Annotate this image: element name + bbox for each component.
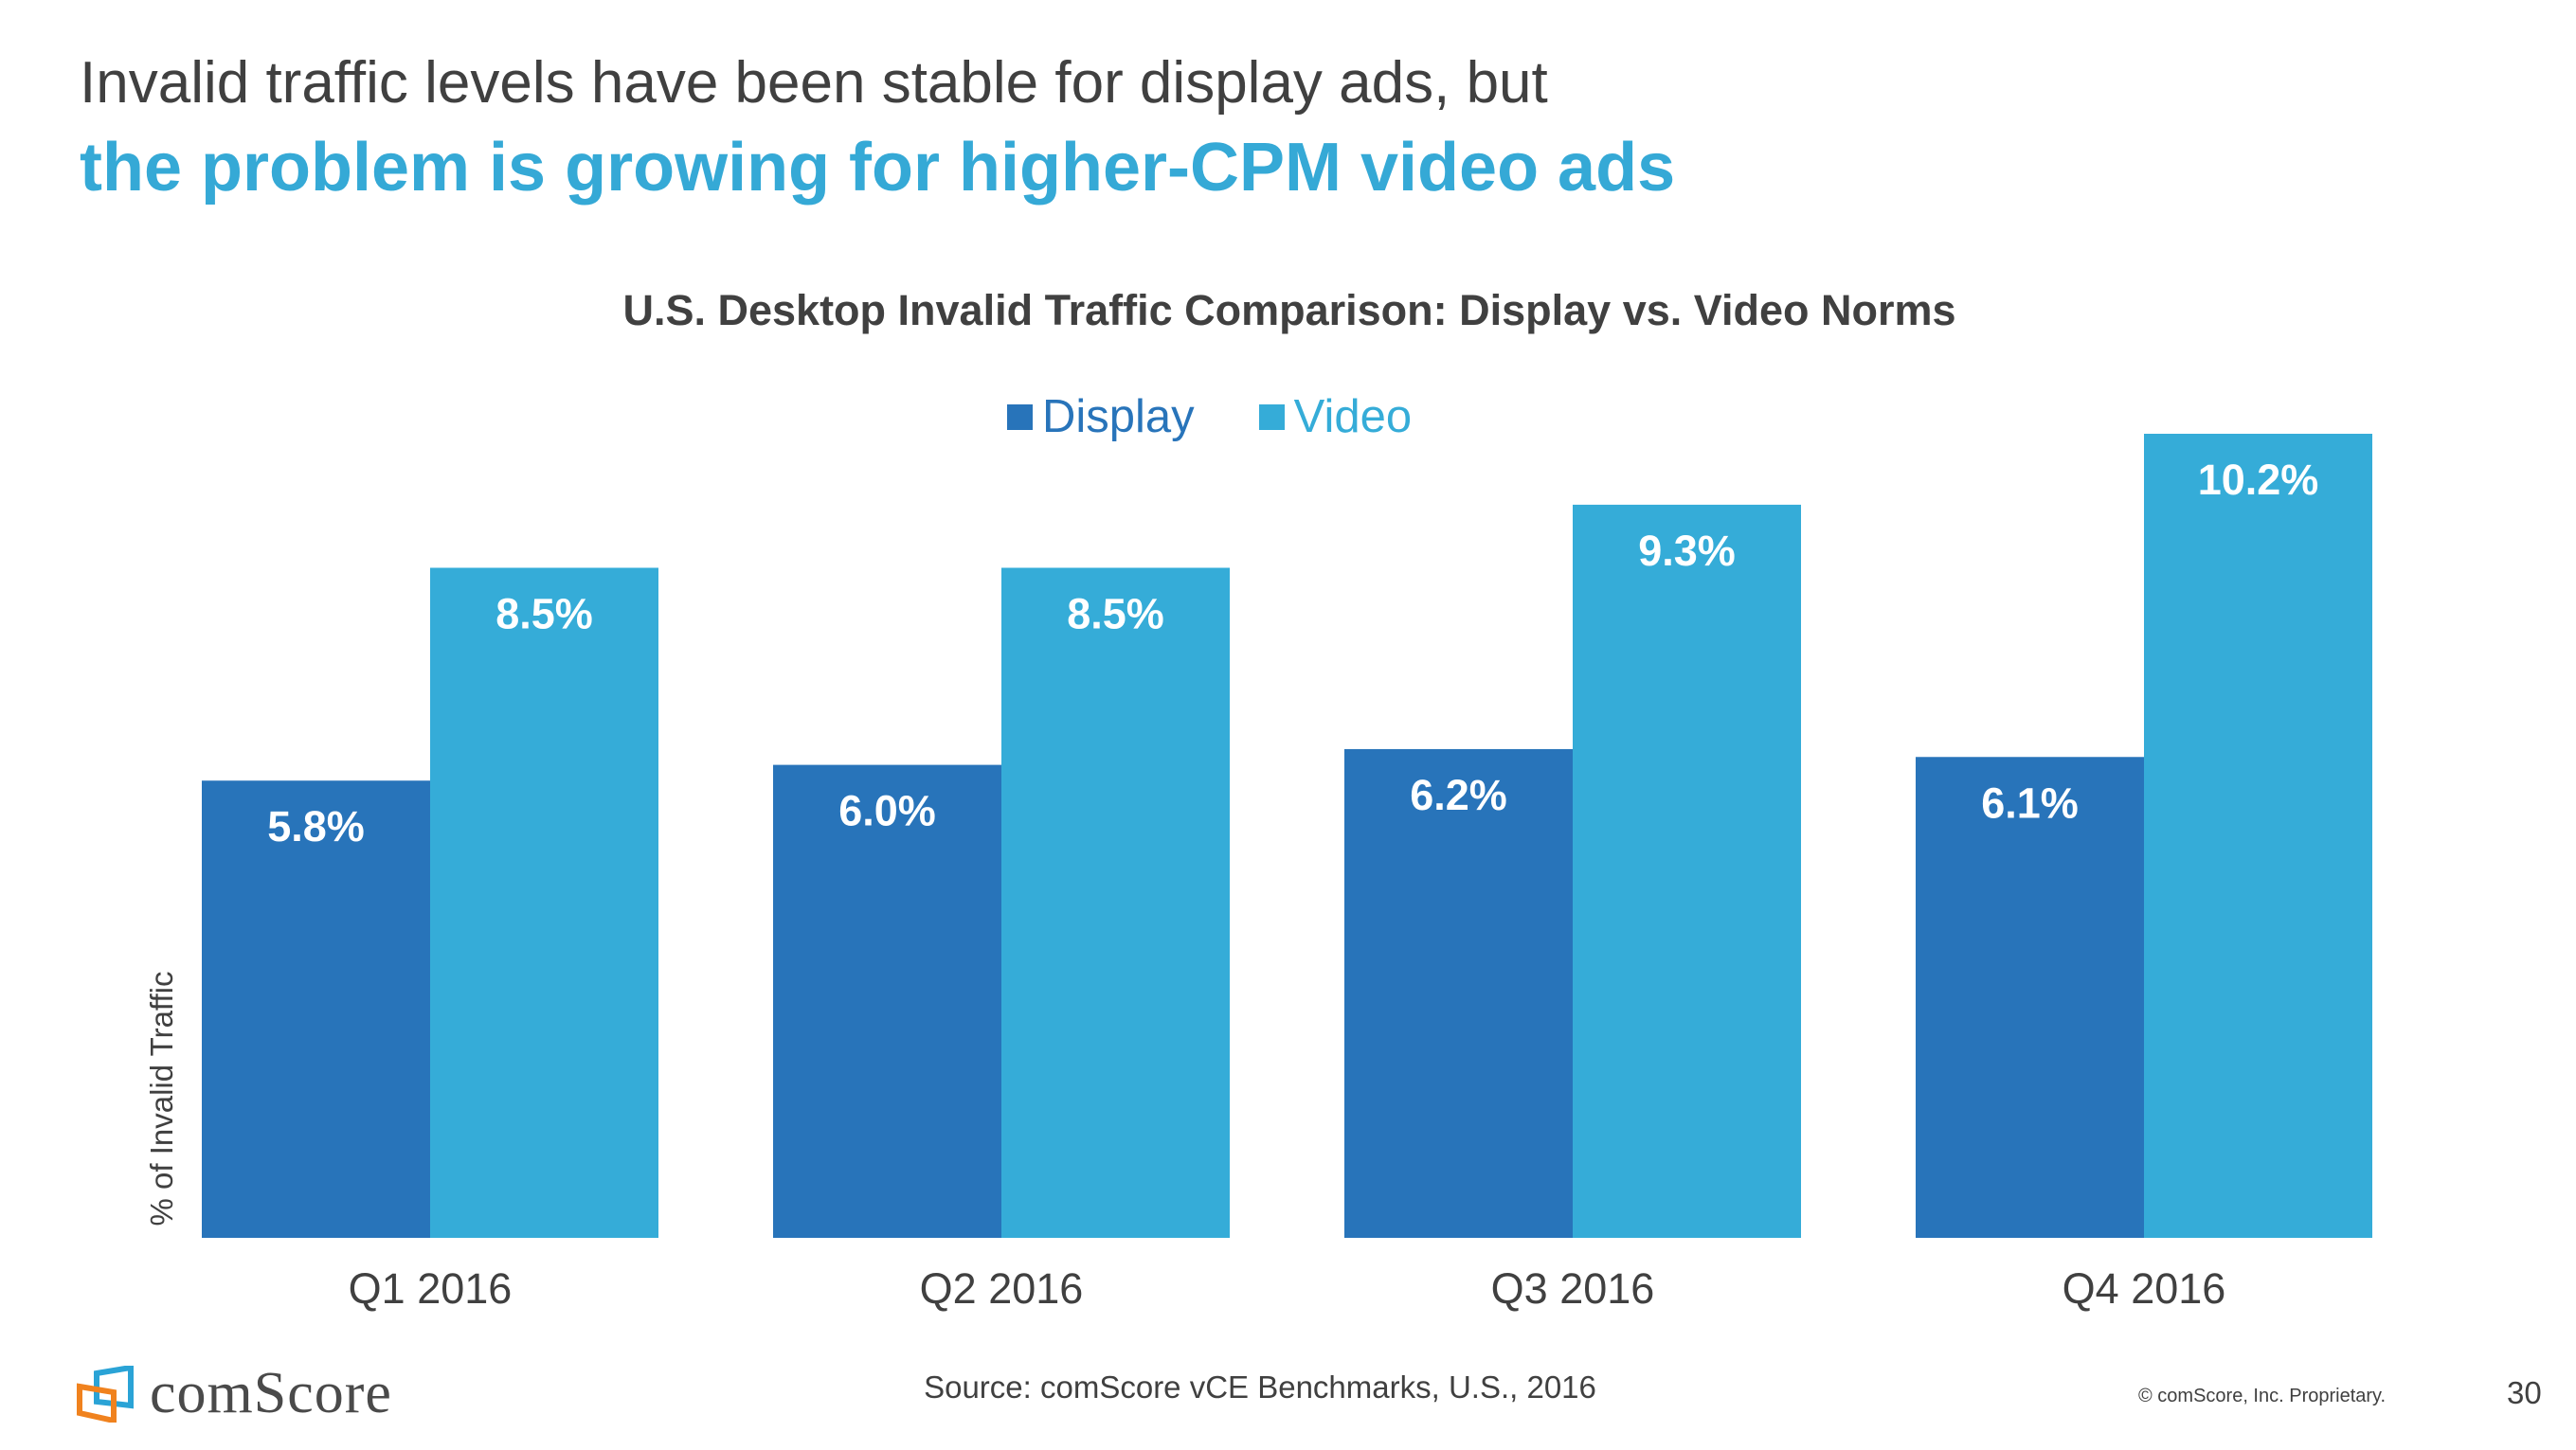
copyright: © comScore, Inc. Proprietary. xyxy=(2138,1386,2387,1406)
chart-title: U.S. Desktop Invalid Traffic Comparison:… xyxy=(622,286,1956,334)
data-label-video-3: 9.3% xyxy=(1638,527,1736,575)
data-label-video-1: 8.5% xyxy=(495,590,593,638)
page-number: 30 xyxy=(2507,1375,2542,1410)
bar-video-1 xyxy=(430,567,658,1238)
data-label-display-3: 6.2% xyxy=(1410,771,1507,819)
x-tick-label-4: Q4 2016 xyxy=(2063,1264,2226,1313)
x-tick-label-3: Q3 2016 xyxy=(1491,1264,1655,1313)
bar-video-4 xyxy=(2144,434,2372,1238)
comscore-logo-icon xyxy=(77,1365,134,1423)
bar-display-1 xyxy=(202,780,430,1238)
legend-item-display: Display xyxy=(1007,390,1195,443)
data-label-display-4: 6.1% xyxy=(1981,779,2079,827)
bar-display-3 xyxy=(1344,748,1573,1238)
y-axis-label: % of Invalid Traffic xyxy=(144,971,179,1226)
legend-label-video: Video xyxy=(1293,391,1413,442)
bar-display-2 xyxy=(773,764,1001,1238)
bar-video-3 xyxy=(1573,504,1801,1238)
legend-swatch-display xyxy=(1007,403,1033,430)
data-label-display-2: 6.0% xyxy=(838,787,936,835)
data-label-video-2: 8.5% xyxy=(1067,590,1164,638)
data-label-video-4: 10.2% xyxy=(2198,456,2319,504)
logo-text: comScore xyxy=(150,1361,392,1425)
data-label-display-1: 5.8% xyxy=(267,802,365,850)
bar-display-4 xyxy=(1916,757,2144,1238)
legend-swatch-video xyxy=(1258,403,1285,430)
chart-legend: Display Video xyxy=(1007,390,1476,443)
headline-line-1: Invalid traffic levels have been stable … xyxy=(80,50,1548,116)
comscore-logo: comScore xyxy=(76,1360,392,1427)
x-tick-label-1: Q1 2016 xyxy=(349,1264,513,1313)
legend-item-video: Video xyxy=(1258,390,1413,443)
headline-line-2: the problem is growing for higher-CPM vi… xyxy=(80,130,1676,206)
source-note: Source: comScore vCE Benchmarks, U.S., 2… xyxy=(924,1369,1596,1405)
legend-label-display: Display xyxy=(1042,391,1195,442)
bar-video-2 xyxy=(1001,567,1230,1238)
x-tick-label-2: Q2 2016 xyxy=(920,1264,1084,1313)
